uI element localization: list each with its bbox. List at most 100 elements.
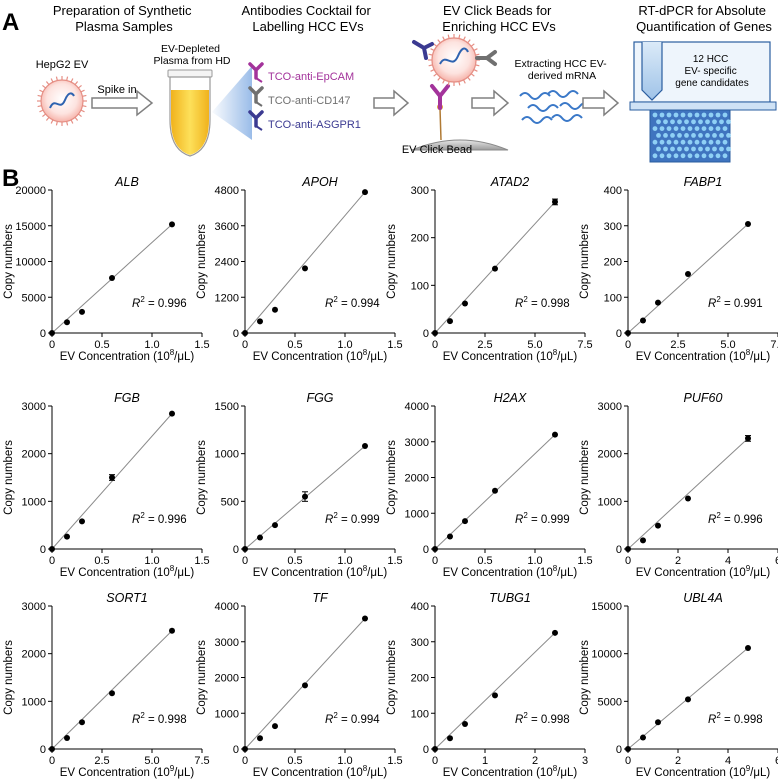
y-axis-label: Copy numbers [3,440,15,515]
r-squared-label: R2 = 0.994 [325,295,380,310]
vesicle-spike [467,76,471,81]
y-tick-label: 10000 [15,257,46,269]
hepg2-label: HepG2 EV [36,59,89,71]
chart-h2ax: H2AX 0 1000 2000 3000 4000 0 0.5 1.0 1.5 Copy numb… [386,391,593,579]
vesicle-spike [475,53,480,56]
y-tick-label: 100 [411,708,429,720]
y-tick-label: 0 [233,744,239,756]
x-tick-label: 6 [775,555,778,567]
y-axis-label: Copy numbers [3,224,15,299]
vesicle-spike [37,105,42,108]
chip-well [715,153,721,159]
x-tick-label: 1.0 [337,755,352,767]
x-tick-label: 0 [242,755,248,767]
chip-well [715,139,721,145]
chart-tf: TF 0 1000 2000 3000 4000 0 0.5 1.0 1.5 Copy number… [196,591,403,779]
y-tick-label: 3000 [215,637,239,649]
antibody-epcam-label: TCO-anti-EpCAM [268,71,354,83]
x-axis-label: EV Concentration (108/μL) [443,764,578,779]
data-point [109,690,115,697]
y-tick-label: 1500 [215,401,239,413]
data-point [257,534,263,541]
vesicle-spike [437,76,441,81]
x-tick-label: 5.0 [720,339,735,351]
x-tick-label: 0 [625,755,631,767]
vesicle-spike [463,36,466,41]
data-point [272,723,278,730]
chip-well [719,133,724,138]
chip-well [694,126,700,131]
data-point [492,265,498,272]
chart-title: H2AX [494,391,527,405]
chip-well [666,126,672,131]
y-tick-label: 2000 [22,649,46,661]
r-squared-label: R2 = 0.998 [132,711,187,726]
panel-b-label: B [2,165,19,192]
plasma-label-line2: Plasma from HD [153,55,230,67]
x-axis-label: EV Concentration (108/μL) [253,348,388,363]
extract-label-line1: Extracting HCC EV- [514,58,607,70]
vesicle-spike [42,84,46,89]
r-squared-label: R2 = 0.991 [708,295,763,310]
x-tick-label: 7.5 [770,339,778,351]
chart-title: ALB [114,175,139,189]
data-point [685,495,691,502]
vesicle-spike [50,78,54,83]
antibody-legend: TCO-anti-EpCAM TCO-anti-CD147 TCO-anti-A… [248,62,361,131]
chip-well [712,119,717,125]
data-point [685,271,691,278]
vesicle-spike [45,81,50,85]
antibody-epcam-icon [248,62,264,83]
data-point [109,474,115,481]
chart-title: APOH [301,175,338,189]
chart-fgb: FGB 0 1000 2000 3000 0 0.5 1.0 1.5 Copy numbers EV… [3,391,210,579]
y-tick-label: 15000 [591,601,622,613]
fit-line [51,630,173,750]
fit-line [434,632,556,750]
panel-a: A Preparation of Synthetic Plasma Sample… [2,3,777,163]
data-point [169,410,175,417]
vesicle-spike [78,84,82,89]
y-tick-label: 100 [411,280,429,292]
y-axis-label: Copy numbers [196,640,208,715]
r-squared-label: R2 = 0.998 [515,295,570,310]
vesicle-spike [80,89,85,93]
vesicle-spike [78,113,82,118]
chip-well [701,139,707,145]
vesicle-spike [70,78,74,83]
data-point-origin [242,546,248,552]
vesicle-spike [55,76,58,81]
chip-well [722,126,728,131]
data-point [552,629,558,636]
data-point [362,615,368,622]
x-tick-label: 0 [242,555,248,567]
y-tick-label: 2000 [598,449,622,461]
chip-well [677,146,682,152]
chip-well [673,112,679,118]
chip-well [705,119,710,125]
x-tick-label: 7.5 [577,339,592,351]
vesicle-spike [82,105,87,108]
chart-title: TUBG1 [489,591,531,605]
chip-well [708,126,714,131]
x-tick-label: 1.5 [194,555,209,567]
y-tick-label: 200 [411,233,429,245]
y-axis-label: Copy numbers [386,640,398,715]
data-point [745,644,751,651]
x-axis-label: EV Concentration (108/μL) [60,348,195,363]
x-tick-label: 2.5 [477,339,492,351]
data-point [272,522,278,529]
x-axis-label: EV Concentration (109/μL) [636,764,771,779]
data-point [169,221,175,228]
data-point [257,318,263,325]
data-point [492,692,498,699]
chart-atad2: ATAD2 0 100 200 300 0 2.5 5.0 7.5 Copy numbers EV … [386,175,593,363]
chip-well [694,153,700,159]
y-tick-label: 10000 [591,649,622,661]
x-tick-label: 0.5 [94,555,109,567]
vesicle-spike [45,117,50,121]
y-tick-label: 0 [423,744,429,756]
y-tick-label: 2000 [22,449,46,461]
y-tick-label: 1000 [215,708,239,720]
gene-candidates-label: 12 HCC EV- specific gene candidates [675,54,748,89]
